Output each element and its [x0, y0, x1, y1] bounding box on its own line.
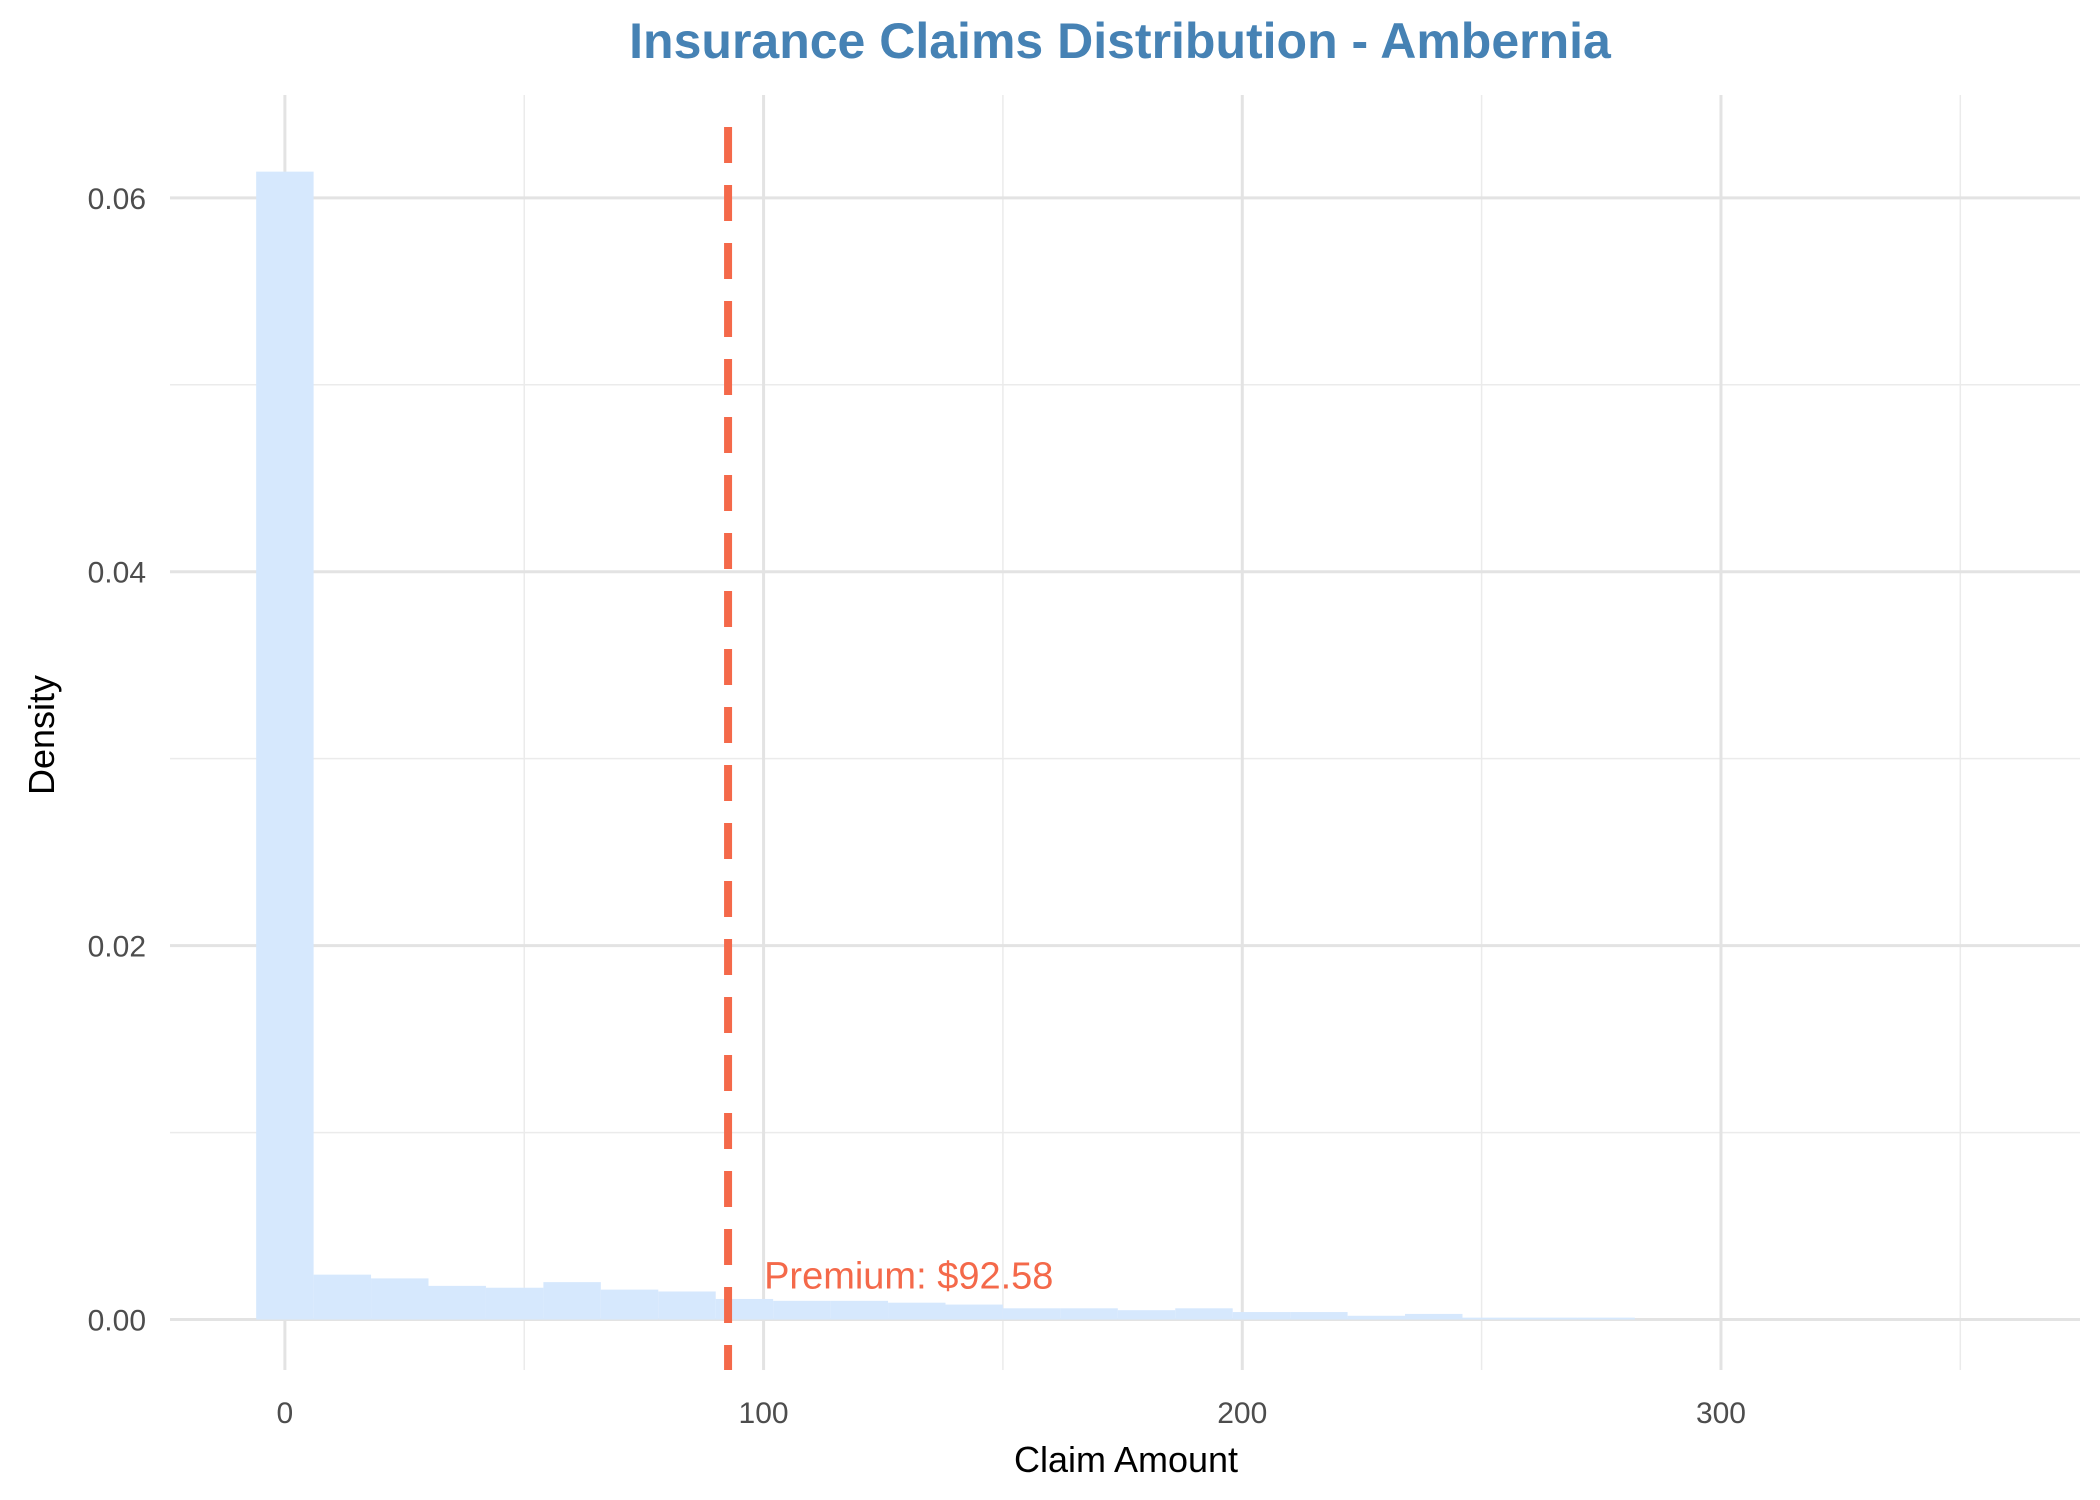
- histogram-bar: [1577, 1317, 1635, 1320]
- y-tick-label: 0.06: [88, 183, 146, 216]
- y-tick-label: 0.02: [88, 931, 146, 964]
- histogram-bar: [371, 1278, 429, 1320]
- histogram-bar: [658, 1291, 716, 1320]
- x-tick-label: 300: [1696, 1397, 1746, 1430]
- x-tick-label: 0: [277, 1397, 294, 1430]
- x-tick-label: 100: [739, 1397, 789, 1430]
- histogram-bar: [1347, 1315, 1406, 1320]
- histogram-bar: [945, 1304, 1003, 1320]
- histogram-bar: [428, 1285, 486, 1320]
- x-tick-label: 200: [1217, 1397, 1267, 1430]
- x-axis-ticks: 0 100 200 300: [277, 1397, 1746, 1430]
- histogram-bar: [1462, 1317, 1520, 1320]
- premium-reference-line: Premium: $92.58: [724, 127, 1053, 1370]
- x-axis-title: Claim Amount: [1014, 1439, 1238, 1480]
- histogram-bar: [600, 1289, 659, 1320]
- histogram-bar: [830, 1300, 889, 1320]
- histogram-bar: [1405, 1313, 1463, 1320]
- histogram-bar: [1060, 1308, 1118, 1320]
- histogram-bar: [1519, 1317, 1578, 1320]
- chart-title: Insurance Claims Distribution - Ambernia: [629, 13, 1611, 69]
- minor-gridlines: [170, 95, 2080, 1370]
- major-gridlines: [170, 95, 2080, 1370]
- histogram-bar: [1002, 1308, 1061, 1320]
- y-axis-ticks: 0.00 0.02 0.04 0.06: [88, 183, 146, 1338]
- y-tick-label: 0.00: [88, 1305, 146, 1338]
- histogram-bar: [256, 171, 314, 1320]
- premium-label: Premium: $92.58: [764, 1256, 1053, 1298]
- histogram-bar: [485, 1287, 544, 1320]
- histogram-bar: [1232, 1312, 1291, 1320]
- y-tick-label: 0.04: [88, 557, 146, 590]
- histogram-bar: [773, 1300, 831, 1320]
- histogram-bar: [543, 1282, 601, 1320]
- histogram-bars: [256, 171, 1980, 1320]
- histogram-bar: [1175, 1308, 1233, 1320]
- histogram-bar: [1117, 1310, 1176, 1320]
- histogram-bar: [888, 1302, 946, 1320]
- histogram-bar: [1290, 1312, 1348, 1320]
- y-axis-title: Density: [21, 675, 62, 795]
- histogram-bar: [313, 1274, 372, 1320]
